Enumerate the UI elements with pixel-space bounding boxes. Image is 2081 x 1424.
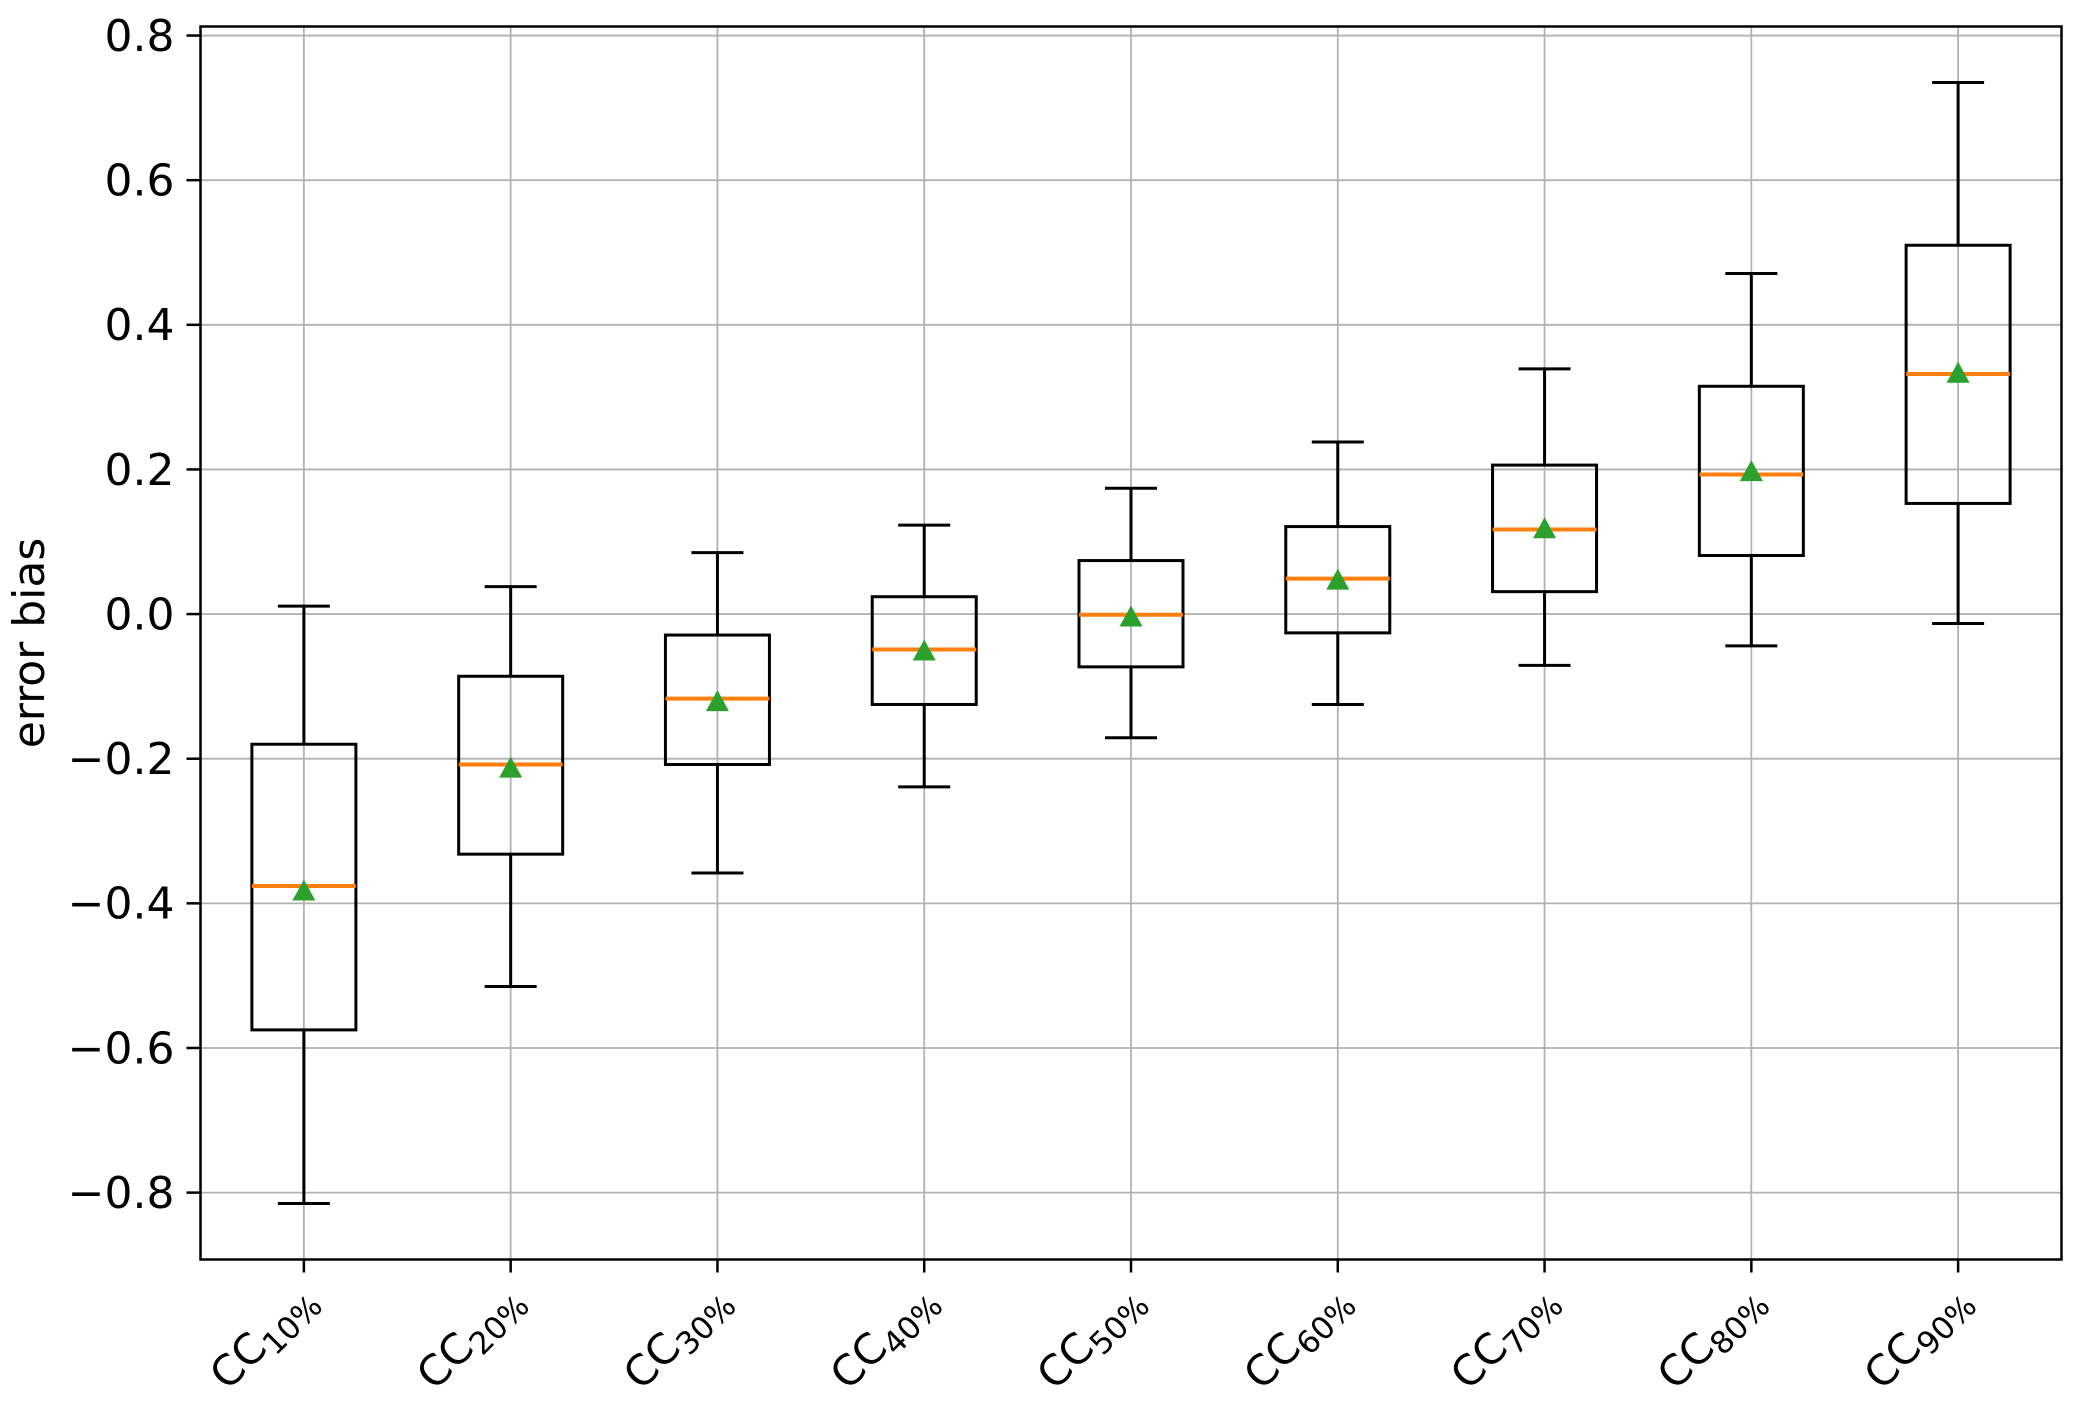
x-tick-label: CC30%: [614, 1274, 744, 1404]
x-tick-label: CC60%: [1234, 1274, 1364, 1404]
y-tick-label: 0.0: [105, 589, 175, 640]
boxplot-CC70%: [1491, 367, 1599, 667]
y-tick-label: 0.6: [105, 156, 175, 207]
boxplot-CC30%: [663, 551, 771, 875]
y-tick-label: 0.2: [105, 445, 175, 496]
mean-marker: [912, 639, 936, 661]
y-tick-label: −0.6: [68, 1023, 175, 1074]
y-axis-label: error bias: [4, 538, 55, 749]
x-tick-label: CC50%: [1027, 1274, 1157, 1404]
y-tick-label: −0.2: [68, 734, 175, 785]
x-tick-label: CC10%: [200, 1274, 330, 1404]
y-tick-label: −0.8: [68, 1168, 175, 1219]
boxplot-CC20%: [457, 585, 565, 989]
box-layer: [250, 81, 2012, 1205]
boxplot-CC40%: [870, 523, 978, 789]
grid-layer: [200, 26, 2062, 1260]
boxplot-CC50%: [1077, 486, 1185, 740]
boxplot-CC90%: [1904, 81, 2012, 625]
axis-layer: 0.8 0.6 0.4 0.2 0.0 −0.2 −0.4 −0.6 −0.8 CC10% CC20…: [68, 11, 2063, 1404]
y-tick-label: −0.4: [68, 879, 175, 930]
mean-marker: [1119, 605, 1143, 627]
y-tick-label: 0.4: [105, 300, 175, 351]
x-tick-label: CC80%: [1648, 1274, 1778, 1404]
mean-marker: [1326, 568, 1350, 590]
mean-marker: [705, 690, 729, 712]
mean-marker: [1533, 517, 1557, 539]
iqr-box: [1697, 384, 1805, 557]
boxplot-CC80%: [1697, 271, 1805, 648]
x-tick-label: CC70%: [1441, 1274, 1571, 1404]
x-tick-label: CC90%: [1854, 1274, 1984, 1404]
mean-marker: [499, 756, 523, 778]
boxplot-CC60%: [1284, 440, 1392, 706]
mean-marker: [292, 879, 316, 901]
mean-marker: [1739, 460, 1763, 482]
mean-marker: [1946, 361, 1970, 383]
y-tick-label: 0.8: [105, 11, 175, 62]
x-tick-label: CC40%: [820, 1274, 950, 1404]
x-tick-label: CC20%: [407, 1274, 537, 1404]
boxplot-CC10%: [250, 604, 358, 1205]
